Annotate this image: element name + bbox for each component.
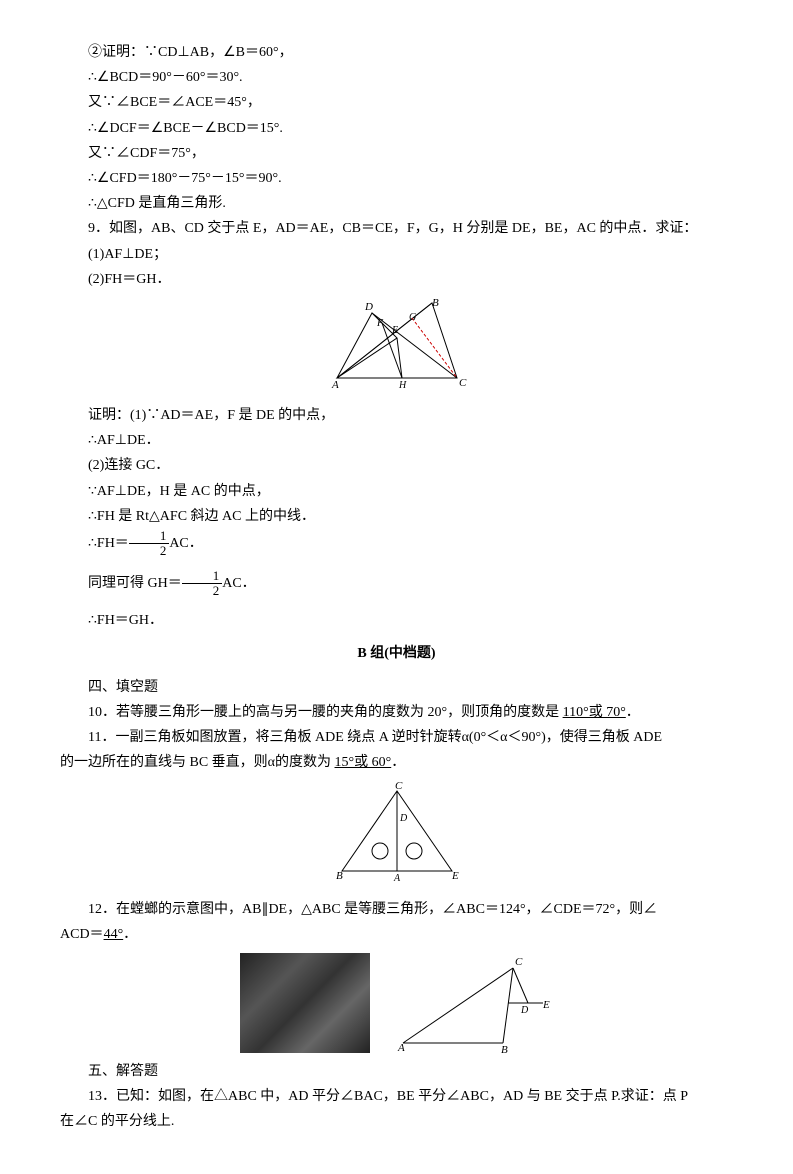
q9-proof: 证明：(1)∵AD＝AE，F 是 DE 的中点， — [60, 403, 733, 428]
q9-proof: ∴FH＝GH． — [60, 608, 733, 633]
svg-text:E: E — [542, 999, 550, 1011]
q9-sub2: (2)FH＝GH． — [60, 267, 733, 292]
q9-proof-frac: ∴FH＝12AC． — [60, 529, 733, 559]
svg-text:B: B — [336, 870, 343, 881]
svg-text:D: D — [399, 813, 408, 824]
q12-line1: 12．在螳螂的示意图中，AB∥DE，△ABC 是等腰三角形，∠ABC＝124°，… — [60, 897, 733, 922]
q9-proof-frac: 同理可得 GH＝12AC． — [60, 569, 733, 599]
mantis-photo — [240, 953, 370, 1053]
q11-figure: C D B A E — [60, 781, 733, 890]
q9-proof: (2)连接 GC． — [60, 453, 733, 478]
q12-line2: ACD＝44°． — [60, 922, 733, 947]
proof-line: ∴∠DCF＝∠BCE－∠BCD＝15°. — [60, 116, 733, 141]
q11-line1: 11．一副三角板如图放置，将三角板 ADE 绕点 A 逆时针旋转α(0°＜α＜9… — [60, 725, 733, 750]
proof-line: ∴∠CFD＝180°－75°－15°＝90°. — [60, 166, 733, 191]
proof-line: ②证明：∵CD⊥AB，∠B＝60°， — [60, 40, 733, 65]
svg-text:D: D — [364, 301, 373, 313]
q9-stem: 9．如图，AB、CD 交于点 E，AD＝AE，CB＝CE，F，G，H 分别是 D… — [60, 216, 733, 241]
proof-line: ∴∠BCD＝90°－60°＝30°. — [60, 65, 733, 90]
svg-text:B: B — [432, 298, 439, 309]
svg-text:C: C — [459, 377, 467, 388]
svg-text:E: E — [451, 870, 459, 881]
group-b-heading: B 组(中档题) — [60, 641, 733, 666]
proof-line: 又∵∠BCE＝∠ACE＝45°， — [60, 90, 733, 115]
q9-proof: ∵AF⊥DE，H 是 AC 的中点， — [60, 479, 733, 504]
svg-text:D: D — [520, 1005, 529, 1016]
svg-text:F: F — [376, 318, 384, 329]
svg-text:H: H — [398, 380, 407, 388]
q9-figure: A D B C E F G H — [60, 298, 733, 397]
svg-text:A: A — [331, 379, 339, 388]
q11-line2: 的一边所在的直线与 BC 垂直，则α的度数为 15°或 60°． — [60, 750, 733, 775]
svg-text:G: G — [409, 312, 416, 323]
section5-heading: 五、解答题 — [60, 1059, 733, 1084]
q13-line1: 13．已知：如图，在△ABC 中，AD 平分∠BAC，BE 平分∠ABC，AD … — [60, 1084, 733, 1109]
q9-sub1: (1)AF⊥DE； — [60, 242, 733, 267]
section4-heading: 四、填空题 — [60, 675, 733, 700]
svg-text:A: A — [393, 873, 401, 881]
svg-text:B: B — [501, 1044, 508, 1053]
q9-proof: ∴FH 是 Rt△AFC 斜边 AC 上的中线． — [60, 504, 733, 529]
proof-line: ∴△CFD 是直角三角形. — [60, 191, 733, 216]
q10: 10．若等腰三角形一腰上的高与另一腰的夹角的度数为 20°，则顶角的度数是 11… — [60, 700, 733, 725]
proof-line: 又∵∠CDF＝75°， — [60, 141, 733, 166]
q9-proof: ∴AF⊥DE． — [60, 428, 733, 453]
svg-text:C: C — [515, 956, 523, 968]
svg-text:A: A — [397, 1042, 405, 1053]
q12-figure: A B C D E — [60, 953, 733, 1053]
svg-text:E: E — [391, 325, 398, 336]
svg-text:C: C — [395, 781, 403, 792]
